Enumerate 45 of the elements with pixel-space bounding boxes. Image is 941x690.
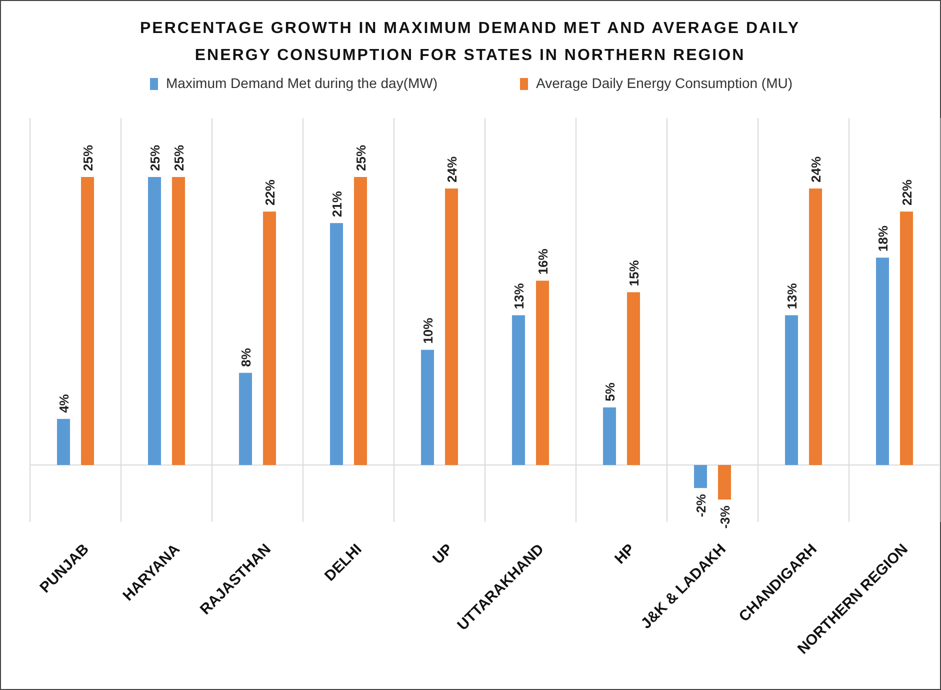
data-label: 25% bbox=[172, 144, 186, 171]
data-label: 8% bbox=[238, 348, 254, 367]
bar bbox=[148, 177, 161, 465]
data-label: 10% bbox=[420, 317, 436, 344]
bar bbox=[694, 465, 707, 488]
bar bbox=[718, 465, 731, 500]
legend-label: Average Daily Energy Consumption (MU) bbox=[536, 75, 793, 91]
bar bbox=[57, 418, 70, 465]
bar bbox=[172, 177, 185, 465]
data-label: 22% bbox=[262, 179, 278, 206]
data-label: 13% bbox=[784, 282, 800, 310]
x-tick-label: UP bbox=[430, 540, 456, 568]
data-label: 24% bbox=[444, 156, 460, 183]
data-label: -3% bbox=[718, 505, 732, 529]
bar bbox=[809, 188, 822, 465]
data-label: 4% bbox=[56, 394, 72, 413]
bar bbox=[536, 280, 549, 465]
data-label: -2% bbox=[694, 494, 708, 518]
bar bbox=[330, 223, 343, 465]
bar bbox=[239, 372, 252, 465]
data-label: 15% bbox=[626, 260, 642, 286]
bar bbox=[421, 350, 434, 465]
data-label: 24% bbox=[808, 156, 824, 183]
bar bbox=[512, 315, 525, 465]
data-label: 25% bbox=[80, 144, 96, 171]
bar bbox=[900, 212, 913, 465]
bar bbox=[785, 315, 798, 465]
bar bbox=[354, 177, 367, 465]
data-label: 16% bbox=[536, 248, 550, 275]
bar bbox=[603, 407, 616, 465]
bar bbox=[263, 212, 276, 465]
data-label: 22% bbox=[900, 179, 914, 206]
data-label: 21% bbox=[330, 190, 344, 218]
legend-label: Maximum Demand Met during the day(MW) bbox=[166, 75, 438, 91]
x-tick-label: HP bbox=[612, 540, 638, 568]
data-label: 13% bbox=[512, 282, 526, 310]
data-label: 18% bbox=[876, 225, 890, 252]
data-label: 25% bbox=[148, 144, 162, 171]
data-label: 25% bbox=[354, 144, 368, 171]
bar bbox=[81, 177, 94, 465]
bar bbox=[445, 188, 458, 465]
chart-title: PERCENTAGE GROWTH IN MAXIMUM DEMAND MET AND AVERAGE DAILY ENERGY CONSUMPTION FOR STATES IN NORTHERN REGION bbox=[140, 20, 800, 64]
bar bbox=[627, 292, 640, 465]
data-label: 5% bbox=[602, 382, 618, 402]
bar bbox=[876, 258, 889, 465]
